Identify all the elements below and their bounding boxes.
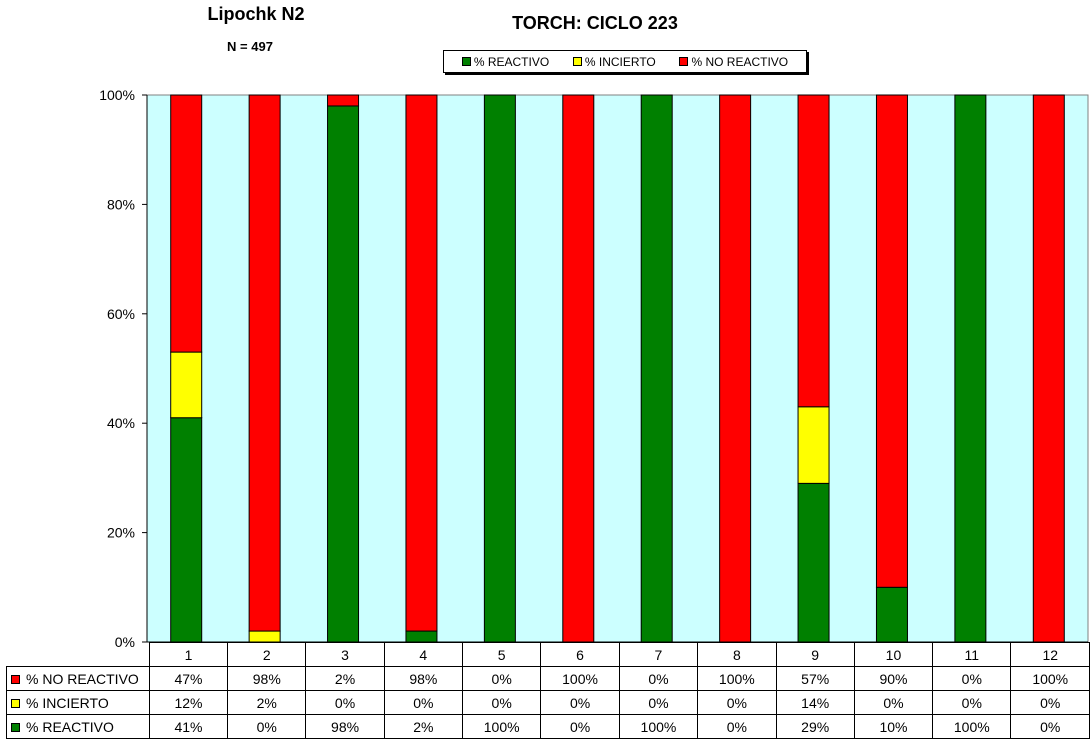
bar-no-reactivo-9 [797, 94, 830, 408]
bar-no-reactivo-2 [248, 94, 281, 632]
category-label: 4 [383, 642, 463, 667]
data-label: 100% [697, 666, 777, 691]
category-label: 1 [148, 642, 229, 667]
data-label: 57% [775, 666, 855, 691]
data-label: 0% [305, 690, 385, 715]
bar-reactivo-4 [405, 630, 438, 643]
table-header-row: 1 2 3 4 5 6 7 8 9 10 11 12 [6, 642, 1090, 667]
bar-incierto-1 [170, 351, 203, 419]
bar-reactivo-1 [170, 417, 203, 643]
row-label: % REACTIVO [26, 718, 114, 735]
chart-sample-size: N = 497 [227, 39, 273, 54]
data-label: 100% [540, 666, 620, 691]
data-label: 0% [697, 690, 777, 715]
legend-item-no-reactivo: % NO REACTIVO [679, 55, 788, 69]
data-label: 98% [227, 666, 307, 691]
row-label: % INCIERTO [26, 694, 109, 711]
legend-item-reactivo: % REACTIVO [461, 54, 550, 69]
bar-incierto-2 [248, 630, 281, 643]
row-key-reactivo [11, 722, 20, 732]
data-label: 0% [540, 690, 620, 715]
bar-reactivo-9 [797, 482, 830, 643]
row-header-incierto: % INCIERTO [6, 690, 150, 715]
bar-no-reactivo-8 [719, 94, 752, 643]
data-label: 14% [775, 690, 855, 715]
data-label: 0% [618, 690, 699, 715]
bar-reactivo-3 [327, 105, 360, 643]
bar-incierto-9 [797, 406, 830, 484]
category-label: 2 [227, 642, 307, 667]
chart-title: TORCH: CICLO 223 [512, 13, 678, 33]
data-table: 1 2 3 4 5 6 7 8 9 10 11 12% NO REACTIVO 47% 98% 2% 98% 0… [6, 642, 1090, 739]
data-label: 90% [853, 666, 934, 691]
data-label: 0% [932, 666, 1012, 691]
legend-swatch-reactivo [461, 57, 471, 66]
category-label: 7 [618, 642, 699, 667]
row-label: % NO REACTIVO [26, 670, 139, 687]
category-label: 10 [853, 642, 934, 667]
data-label: 12% [148, 690, 229, 715]
chart-legend: % REACTIVO % INCIERTO % NO REACTIVO [443, 50, 807, 73]
bar-no-reactivo-12 [1032, 94, 1065, 643]
category-label: 9 [775, 642, 855, 667]
row-header-no-reactivo: % NO REACTIVO [6, 666, 150, 691]
bar-no-reactivo-1 [170, 94, 203, 353]
category-label: 11 [932, 642, 1012, 667]
chart-header-title: Lipochk N2 [207, 4, 305, 24]
table-corner [6, 642, 150, 667]
y-tick-label: 60% [107, 306, 135, 322]
bar-no-reactivo-3 [327, 94, 360, 107]
data-label: 2% [305, 666, 385, 691]
bar-no-reactivo-6 [562, 94, 595, 643]
bar-reactivo-7 [640, 94, 673, 643]
data-label: 0% [932, 690, 1012, 715]
category-label: 5 [461, 642, 542, 667]
data-label: 98% [383, 666, 463, 691]
bar-no-reactivo-10 [875, 94, 908, 588]
bar-reactivo-11 [954, 94, 987, 643]
bar-reactivo-5 [483, 94, 516, 643]
legend-label-incierto: % INCIERTO [584, 54, 656, 69]
data-label: 2% [227, 690, 307, 715]
data-label: 0% [461, 690, 542, 715]
plot-area [146, 94, 1089, 643]
y-tick-label: 100% [99, 87, 135, 103]
category-label: 12 [1010, 642, 1090, 667]
bar-no-reactivo-4 [405, 94, 438, 632]
legend-item-incierto: % INCIERTO [572, 54, 656, 69]
row-key-incierto [11, 698, 20, 708]
table-row: % NO REACTIVO 47% 98% 2% 98% 0% 100% 0% 100% 57% 9… [6, 666, 1090, 691]
y-tick-label: 40% [107, 415, 135, 431]
y-tick-label: 80% [107, 196, 135, 212]
category-label: 3 [305, 642, 385, 667]
data-label: 0% [383, 690, 463, 715]
legend-label-reactivo: % REACTIVO [473, 54, 550, 69]
category-label: 6 [540, 642, 620, 667]
legend-swatch-incierto [572, 57, 582, 66]
data-label: 0% [853, 690, 934, 715]
row-key-no-reactivo [11, 674, 20, 684]
table-row: % INCIERTO 12% 2% 0% 0% 0% 0% 0% 0% 14% 0% 0% 0% [6, 690, 1090, 715]
legend-label-no-reactivo: % NO REACTIVO [691, 54, 789, 69]
data-label: 0% [618, 666, 699, 691]
data-label: 0% [461, 666, 542, 691]
y-tick-label: 20% [107, 525, 135, 541]
data-label: 0% [1010, 690, 1090, 715]
legend-swatch-no-reactivo [679, 57, 689, 66]
data-label: 47% [148, 666, 229, 691]
data-label: 100% [1010, 666, 1090, 691]
category-label: 8 [697, 642, 777, 667]
bar-reactivo-10 [875, 586, 908, 643]
